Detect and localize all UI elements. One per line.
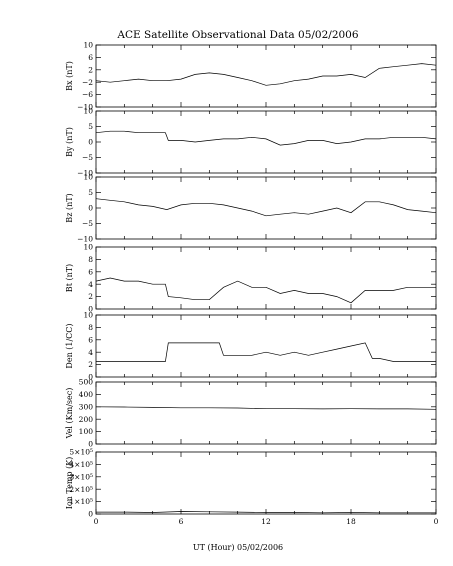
ytick-label: −10 — [77, 169, 93, 178]
ytick-label: 10 — [83, 311, 93, 320]
ytick-label: −5 — [82, 219, 93, 228]
ytick-label: 0 — [88, 373, 93, 382]
ytick-label: 4 — [88, 280, 93, 289]
y-axis-label-bx: Bx (nT) — [65, 61, 74, 91]
xtick-label: 6 — [179, 517, 184, 526]
ytick-label: 4×10⁵ — [69, 460, 93, 469]
panel-by: 10 5 0 −5 −10 By (nT) — [65, 107, 437, 178]
ytick-label: 8 — [88, 323, 93, 332]
ytick-label: 10 — [83, 41, 93, 50]
panel-frame-vel — [95, 381, 437, 445]
ytick-label: 10 — [83, 173, 93, 182]
ytick-label: 500 — [79, 378, 94, 387]
ytick-label: −2 — [82, 78, 93, 87]
ytick-label: 10 — [83, 107, 93, 116]
xtick-label: 12 — [261, 517, 271, 526]
panel-frame-bz — [95, 176, 437, 240]
series-line-vel — [95, 406, 437, 410]
panel-frame-bt — [95, 246, 437, 310]
ytick-label: 200 — [79, 415, 94, 424]
ytick-label: −10 — [77, 235, 93, 244]
panel-frame-by — [95, 110, 437, 174]
series-line-bt — [95, 277, 436, 304]
ytick-label: 2 — [88, 360, 93, 369]
panels-group: 10 6 2 −2 −6 −10 Bx (nT) 10 5 0 −5 −10 By (nT) 10 5 0 −5… — [65, 41, 439, 526]
ytick-label: 6 — [88, 53, 93, 62]
xtick-label: 18 — [346, 517, 356, 526]
ytick-label: 5×10⁵ — [69, 448, 93, 457]
ytick-label: −5 — [82, 153, 93, 162]
y-axis-label-temp: Ion Temp (K) — [65, 457, 74, 510]
xtick-label: 0 — [434, 517, 439, 526]
ytick-label: 5 — [88, 188, 93, 197]
ytick-label: −6 — [82, 90, 93, 99]
panel-frame-den — [95, 314, 437, 378]
ytick-label: 10 — [83, 243, 93, 252]
ytick-label: 400 — [79, 390, 94, 399]
panel-den: 10 8 6 4 2 0 Den (1/CC) — [65, 311, 437, 382]
ytick-label: 0 — [88, 204, 93, 213]
ytick-label: 5 — [88, 122, 93, 131]
ytick-label: −10 — [77, 103, 93, 112]
panel-frame-temp — [95, 451, 437, 515]
ytick-label: 4 — [88, 348, 93, 357]
ytick-label: 0 — [88, 138, 93, 147]
ytick-label: 100 — [79, 427, 94, 436]
ytick-label: 6 — [88, 267, 93, 276]
y-axis-label-bz: Bz (nT) — [65, 193, 74, 222]
ytick-label: 1×10⁵ — [69, 497, 93, 506]
ytick-label: 300 — [79, 402, 94, 411]
ytick-label: 0 — [88, 305, 93, 314]
ytick-label: 2×10⁵ — [69, 485, 93, 494]
ytick-label: 6 — [88, 335, 93, 344]
panel-vel: 500 400 300 200 100 0 Vel (Km/sec) — [65, 378, 437, 449]
series-line-bz — [95, 198, 437, 217]
x-axis-label: UT (Hour) 05/02/2006 — [193, 543, 283, 552]
panel-bt: 10 8 6 4 2 0 Bt (nT) — [65, 243, 437, 314]
chart-title: ACE Satellite Observational Data 05/02/2… — [116, 29, 358, 41]
ytick-label: 2 — [88, 65, 93, 74]
xtick-label: 0 — [94, 517, 99, 526]
series-line-temp — [96, 511, 436, 514]
panel-frame-bx — [95, 44, 437, 108]
ytick-label: 8 — [88, 255, 93, 264]
ytick-label: 3×10⁵ — [69, 472, 93, 481]
series-line-by — [95, 130, 437, 146]
ytick-label: 2 — [88, 292, 93, 301]
panel-bz: 10 5 0 −5 −10 Bz (nT) — [65, 173, 437, 244]
series-line-bx — [95, 63, 437, 86]
panel-temp: 5×10⁵ 4×10⁵ 3×10⁵ 2×10⁵ 1×10⁵ 0 Ion Temp (K) — [65, 448, 437, 519]
y-axis-label-vel: Vel (Km/sec) — [65, 388, 74, 440]
ytick-label: 0 — [88, 510, 93, 519]
y-axis-label-by: By (nT) — [65, 127, 74, 157]
series-line-den — [96, 342, 436, 362]
ytick-label: 0 — [88, 440, 93, 449]
panel-bx: 10 6 2 −2 −6 −10 Bx (nT) — [65, 41, 437, 112]
y-axis-label-bt: Bt (nT) — [65, 264, 74, 292]
y-axis-label-den: Den (1/CC) — [65, 323, 74, 368]
